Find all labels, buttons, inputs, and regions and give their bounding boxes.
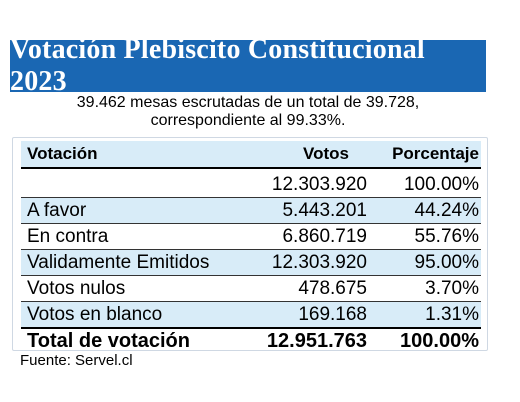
row-label: En contra <box>27 225 109 247</box>
table-row: Validamente Emitidos 12.303.920 95.00% <box>21 250 481 275</box>
row-divider <box>21 197 481 198</box>
table-total-row: Total de votación 12.951.763 100.00% <box>21 329 481 354</box>
title-banner: Votación Plebiscito Constitucional 2023 <box>10 34 486 97</box>
row-votos: 478.675 <box>298 277 367 299</box>
header-porcentaje: Porcentaje <box>392 144 479 163</box>
row-porcentaje: 44.24% <box>414 199 479 221</box>
row-porcentaje: 3.70% <box>425 277 479 299</box>
header-votacion: Votación <box>27 144 98 163</box>
total-porcentaje: 100.00% <box>400 330 479 352</box>
table-row: En contra 6.860.719 55.76% <box>21 224 481 249</box>
row-divider <box>21 275 481 276</box>
row-votos: 12.303.920 <box>271 251 367 273</box>
row-divider <box>21 301 481 302</box>
row-votos: 5.443.201 <box>282 199 367 221</box>
source-note: Fuente: Servel.cl <box>20 352 133 369</box>
table-row: A favor 5.443.201 44.24% <box>21 198 481 223</box>
table-row: Votos en blanco 169.168 1.31% <box>21 302 481 327</box>
row-votos: 12.303.920 <box>271 173 367 195</box>
row-divider <box>21 223 481 224</box>
table-row: 12.303.920 100.00% <box>21 172 481 197</box>
table-row: Votos nulos 478.675 3.70% <box>21 276 481 301</box>
row-label: Votos nulos <box>27 277 126 299</box>
total-divider <box>21 327 481 329</box>
subtitle-line-2: correspondiente al 99.33%. <box>150 112 346 129</box>
header-divider <box>21 167 481 169</box>
row-porcentaje: 100.00% <box>403 173 479 195</box>
row-votos: 6.860.719 <box>282 225 367 247</box>
subtitle: 39.462 mesas escrutadas de un total de 3… <box>10 94 486 130</box>
total-votos: 12.951.763 <box>266 330 367 352</box>
header-votos: Votos <box>303 144 349 163</box>
table-header-row: Votación Votos Porcentaje <box>21 141 481 167</box>
row-label: A favor <box>27 199 87 221</box>
row-porcentaje: 55.76% <box>414 225 479 247</box>
page-title: Votación Plebiscito Constitucional 2023 <box>10 34 425 97</box>
row-label: Votos en blanco <box>27 303 163 325</box>
row-porcentaje: 1.31% <box>425 303 479 325</box>
row-divider <box>21 249 481 250</box>
row-votos: 169.168 <box>298 303 367 325</box>
row-porcentaje: 95.00% <box>414 251 479 273</box>
row-label: Validamente Emitidos <box>27 251 210 273</box>
results-table: Votación Votos Porcentaje 12.303.920 100… <box>12 137 488 354</box>
subtitle-line-1: 39.462 mesas escrutadas de un total de 3… <box>76 94 420 111</box>
total-label: Total de votación <box>27 330 190 352</box>
